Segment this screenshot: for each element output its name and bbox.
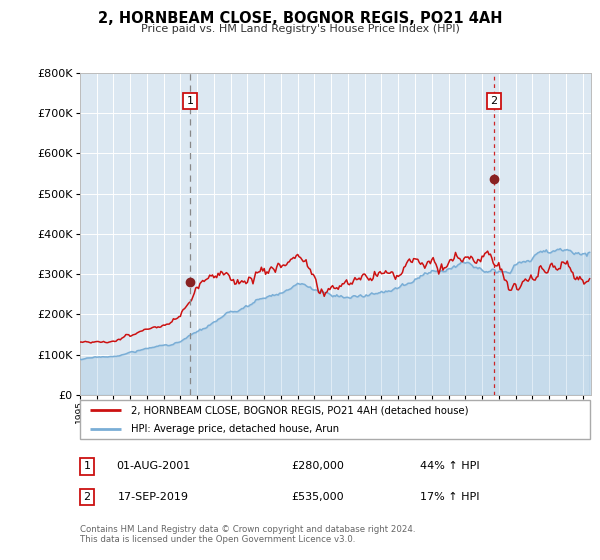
Text: £280,000: £280,000 xyxy=(292,461,344,472)
Text: 17% ↑ HPI: 17% ↑ HPI xyxy=(420,492,480,502)
Text: HPI: Average price, detached house, Arun: HPI: Average price, detached house, Arun xyxy=(131,424,339,433)
Text: £535,000: £535,000 xyxy=(292,492,344,502)
Text: 01-AUG-2001: 01-AUG-2001 xyxy=(116,461,190,472)
Text: This data is licensed under the Open Government Licence v3.0.: This data is licensed under the Open Gov… xyxy=(80,535,355,544)
Text: 44% ↑ HPI: 44% ↑ HPI xyxy=(420,461,480,472)
Text: 2, HORNBEAM CLOSE, BOGNOR REGIS, PO21 4AH (detached house): 2, HORNBEAM CLOSE, BOGNOR REGIS, PO21 4A… xyxy=(131,405,469,415)
Text: 1: 1 xyxy=(187,96,194,106)
Text: 2: 2 xyxy=(490,96,497,106)
Text: 17-SEP-2019: 17-SEP-2019 xyxy=(118,492,188,502)
Text: Price paid vs. HM Land Registry's House Price Index (HPI): Price paid vs. HM Land Registry's House … xyxy=(140,24,460,34)
Text: Contains HM Land Registry data © Crown copyright and database right 2024.: Contains HM Land Registry data © Crown c… xyxy=(80,525,415,534)
Text: 1: 1 xyxy=(83,461,91,472)
Text: 2, HORNBEAM CLOSE, BOGNOR REGIS, PO21 4AH: 2, HORNBEAM CLOSE, BOGNOR REGIS, PO21 4A… xyxy=(98,11,502,26)
Text: 2: 2 xyxy=(83,492,91,502)
FancyBboxPatch shape xyxy=(80,400,590,439)
